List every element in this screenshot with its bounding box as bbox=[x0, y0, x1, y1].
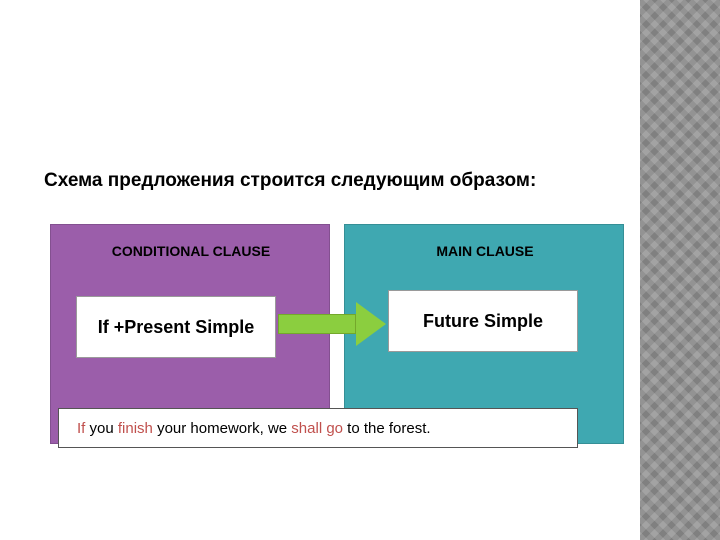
example-part: finish bbox=[118, 420, 153, 437]
arrow-stem bbox=[278, 314, 356, 334]
future-simple-box: Future Simple bbox=[388, 290, 578, 352]
example-sentence-box: If you finish your homework, we shall go… bbox=[58, 408, 578, 448]
conditional-clause-title: CONDITIONAL CLAUSE bbox=[51, 243, 331, 259]
example-part: to the forest. bbox=[343, 420, 431, 437]
heading-text: Схема предложения строится следующим обр… bbox=[44, 170, 536, 192]
example-part: If bbox=[77, 420, 85, 437]
main-clause-title: MAIN CLAUSE bbox=[345, 243, 625, 259]
arrow-icon bbox=[278, 302, 386, 346]
arrow-head bbox=[356, 302, 386, 346]
if-present-simple-box: If +Present Simple bbox=[76, 296, 276, 358]
example-part: your homework, we bbox=[153, 420, 291, 437]
example-part: you bbox=[85, 420, 118, 437]
pattern-sidebar bbox=[640, 0, 720, 540]
example-part: shall go bbox=[291, 420, 343, 437]
